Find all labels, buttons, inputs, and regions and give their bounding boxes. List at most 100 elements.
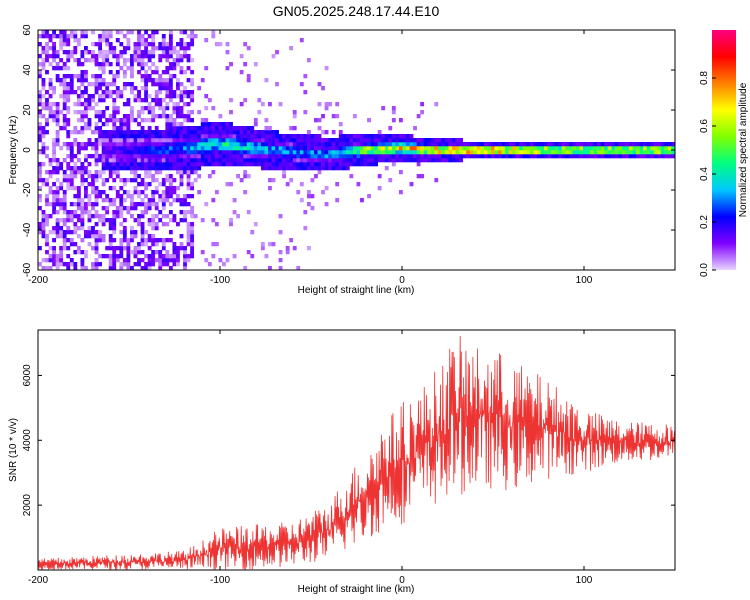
spectrogram-cell <box>469 142 474 147</box>
spectrogram-cell <box>314 174 318 179</box>
spectrogram-cell <box>310 162 315 167</box>
spectrogram-cell <box>122 238 127 243</box>
spectrogram-cell <box>144 146 149 151</box>
spectrogram-cell <box>73 202 78 207</box>
spectrogram-cell <box>179 94 184 99</box>
spectrogram-cell <box>41 130 46 135</box>
spectrogram-cell <box>154 186 159 191</box>
spectrogram-cell <box>80 126 85 131</box>
spectrogram-cell <box>172 142 177 147</box>
spectrogram-cell <box>349 142 354 147</box>
spectrogram-cell <box>186 238 191 243</box>
spectrogram-cell <box>317 82 322 87</box>
spectrogram-cell <box>190 134 195 139</box>
spectrogram-cell <box>515 142 520 147</box>
spectrogram-cell <box>324 158 329 163</box>
spectrogram-cell <box>45 130 49 135</box>
spectrogram-cell <box>278 102 283 107</box>
spectrogram-cell <box>299 182 304 187</box>
spectrogram-cell <box>133 138 138 143</box>
spectrogram-cell <box>80 262 85 267</box>
spectrogram-cell <box>80 130 85 135</box>
spectrogram-cell <box>126 206 131 211</box>
spectrogram-cell <box>144 194 149 199</box>
spectrogram-cell <box>632 146 637 151</box>
spectrogram-cell <box>522 150 527 155</box>
spectrogram-cell <box>434 178 439 183</box>
spectrogram-cell <box>55 142 60 147</box>
spectrogram-cell <box>416 114 421 119</box>
spectrogram-cell <box>168 130 173 135</box>
spectrogram-cell <box>73 242 78 247</box>
spectrogram-cell <box>246 126 251 131</box>
spectrogram-cell <box>243 190 248 195</box>
spectrogram-cell <box>151 150 156 155</box>
spectrogram-cell <box>466 150 471 155</box>
spectrogram-cell <box>515 154 520 159</box>
spectrogram-cell <box>151 138 156 143</box>
spectrogram-cell <box>423 138 428 143</box>
spectrogram-cell <box>250 138 255 143</box>
spectrogram-cell <box>423 146 428 151</box>
spectrogram-cell <box>374 138 379 143</box>
spectrogram-cell <box>105 138 110 143</box>
spectrogram-cell <box>253 222 258 227</box>
spectrogram-cell <box>360 150 364 155</box>
spectrogram-cell <box>462 142 467 147</box>
spectrogram-cell <box>62 206 67 211</box>
spectrogram-cell <box>144 262 149 267</box>
spectrogram-cell <box>176 254 180 259</box>
spectrogram-cell <box>253 162 258 167</box>
spectrogram-cell <box>140 38 145 43</box>
spectrogram-cell <box>328 142 333 147</box>
spectrogram-cell <box>151 50 156 55</box>
spectrogram-cell <box>572 154 577 159</box>
spectrogram-cell <box>38 198 42 203</box>
spectrogram-cell <box>94 178 99 183</box>
spectrogram-cell <box>179 198 184 203</box>
spectrogram-cell <box>126 58 131 63</box>
spectrogram-cell <box>87 118 92 123</box>
spectrogram-cell <box>98 54 102 59</box>
spectrogram-cell <box>115 90 120 95</box>
spectrogram-cell <box>544 142 548 147</box>
spectrogram-cell <box>342 158 347 163</box>
spectrogram-cell <box>98 234 102 239</box>
spectrogram-cell <box>172 218 177 223</box>
spectrogram-cell <box>317 118 322 123</box>
spectrogram-cell <box>126 178 131 183</box>
spectrogram-cell <box>41 66 46 71</box>
spectrogram-cell <box>172 262 177 267</box>
spectrogram-cell <box>168 194 173 199</box>
spectrogram-cell <box>140 34 145 39</box>
spectrogram-cell <box>66 106 71 111</box>
spectrogram-cell <box>395 134 400 139</box>
spectrogram-cell <box>374 158 379 163</box>
spectrogram-cell <box>172 66 177 71</box>
spectrogram-cell <box>459 154 463 159</box>
spectrogram-cell <box>112 262 117 267</box>
spectrogram-cell <box>52 86 56 91</box>
spectrogram-cell <box>55 266 60 271</box>
spectrogram-cell <box>158 182 163 187</box>
spectrogram-cell <box>133 202 138 207</box>
spectrogram-cell <box>137 150 141 155</box>
spectrogram-cell <box>137 34 141 39</box>
spectrogram-cell <box>154 82 159 87</box>
spectrogram-cell <box>115 86 120 91</box>
spectrogram-cell <box>218 126 223 131</box>
spectrogram-cell <box>105 82 110 87</box>
spectrogram-cell <box>52 230 56 235</box>
spectrogram-cell <box>204 158 209 163</box>
spectrogram-cell <box>285 150 290 155</box>
spectrogram-cell <box>441 154 446 159</box>
spectrogram-cell <box>151 62 156 67</box>
spectrogram-cell <box>154 46 159 51</box>
spectrogram-cell <box>52 54 56 59</box>
spectrogram-cell <box>264 138 269 143</box>
spectrogram-cell <box>144 118 149 123</box>
spectrogram-cell <box>289 178 294 183</box>
spectrogram-cell <box>296 166 301 171</box>
spectrogram-cell <box>264 146 269 151</box>
spectrogram-cell <box>133 46 138 51</box>
